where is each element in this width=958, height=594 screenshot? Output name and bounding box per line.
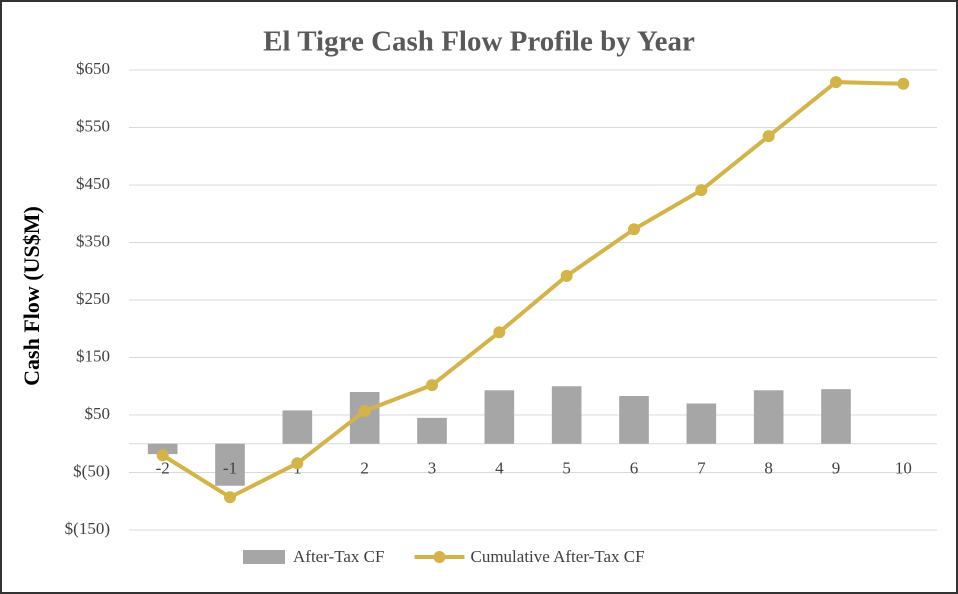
- bar: [753, 390, 784, 444]
- y-tick-label: $(150): [65, 519, 110, 538]
- y-tick-label: $450: [76, 174, 110, 193]
- line-point: [830, 76, 842, 89]
- bar: [417, 417, 447, 444]
- bar: [551, 386, 582, 444]
- legend-swatch: [433, 551, 446, 563]
- chart-title: El Tigre Cash Flow Profile by Year: [263, 26, 695, 58]
- bar: [686, 403, 717, 444]
- y-tick-label: $150: [76, 346, 110, 365]
- x-tick-label: 4: [495, 459, 504, 478]
- line-point: [156, 449, 169, 462]
- x-tick-label: 5: [562, 459, 571, 478]
- line-point: [560, 269, 573, 282]
- x-tick-label: 2: [360, 459, 369, 478]
- line: [161, 80, 904, 500]
- bar: [282, 410, 313, 444]
- line-point: [695, 184, 708, 197]
- legend-label: After-Tax CF: [293, 547, 384, 566]
- x-tick-label: 7: [697, 459, 706, 478]
- line-point: [628, 223, 640, 236]
- x-tick-label: -1: [223, 459, 237, 478]
- x-tick-label: 6: [630, 459, 639, 478]
- line-point: [493, 326, 506, 339]
- y-axis-title: Cash Flow (US$M): [19, 206, 44, 386]
- legend-swatch: [243, 550, 285, 564]
- y-tick-label: $50: [85, 404, 111, 423]
- y-tick-label: $(50): [73, 461, 110, 480]
- line-point: [224, 491, 236, 504]
- y-tick-label: $550: [76, 116, 110, 135]
- x-tick-label: 8: [764, 459, 773, 478]
- legend-label: Cumulative After-Tax CF: [470, 547, 644, 566]
- y-tick-label: $650: [76, 59, 110, 78]
- bar: [215, 443, 245, 486]
- line-point: [762, 130, 775, 143]
- y-tick-label: $250: [76, 289, 110, 308]
- line-point: [291, 457, 304, 470]
- bar: [484, 390, 515, 444]
- bar: [147, 443, 178, 455]
- bar: [821, 389, 851, 444]
- x-tick-label: 3: [428, 459, 437, 478]
- y-tick-label: $350: [76, 231, 110, 250]
- line-point: [897, 77, 910, 90]
- line-point: [426, 379, 438, 392]
- x-tick-label: 9: [832, 459, 841, 478]
- x-tick-label: 10: [895, 459, 912, 478]
- bar: [619, 396, 649, 444]
- x-tick-label: -2: [156, 459, 170, 478]
- line-point: [358, 404, 371, 417]
